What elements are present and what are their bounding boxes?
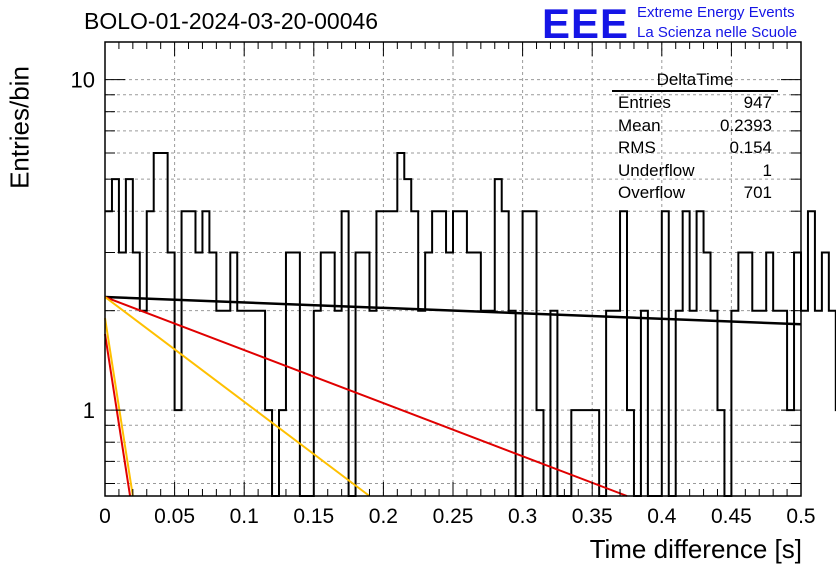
stats-row-overflow: Overflow 701 [612,182,778,205]
eee-logo: EEE [542,0,630,47]
stats-label: Overflow [618,183,686,202]
fit-curve-orange [104,317,134,497]
axis-ticks [104,42,802,496]
stats-row-rms: RMS 0.154 [612,137,778,160]
x-tick-label: 0.35 [572,505,613,528]
stats-value: 0.154 [729,138,772,157]
stats-label: Entries [618,93,671,112]
stats-title: DeltaTime [612,70,778,92]
x-tick-label: 0.05 [154,505,195,528]
x-tick-label: 0.25 [433,505,474,528]
stats-value: 0.2393 [720,115,772,135]
y-tick-label: 1 [83,398,95,423]
x-tick-label: 0.4 [647,505,677,528]
stats-label: RMS [618,138,656,157]
x-axis-label: Time difference [s] [589,534,802,564]
fit-curve-orange [104,296,371,497]
stats-label: Underflow [618,160,695,180]
x-tick-label: 0.1 [230,505,259,528]
stats-value: 947 [743,93,772,112]
x-tick-label: 0.5 [786,505,815,528]
logo-line-2: La Scienza nelle Scuole [637,24,798,41]
fit-curve-red [104,296,628,497]
stats-row-underflow: Underflow 1 [612,160,778,183]
x-tick-label: 0.15 [293,505,334,528]
chart-title: BOLO-01-2024-03-20-00046 [84,8,379,34]
stats-box: DeltaTime Entries 947 Mean 0.2393 RMS 0.… [612,70,778,205]
stats-value: 1 [762,160,772,180]
stats-label: Mean [618,115,661,135]
fit-curve-red [104,333,132,497]
histogram-outline [105,151,836,497]
x-tick-label: 0 [99,505,111,528]
logo-line-1: Extreme Energy Events [637,4,795,21]
histogram-bars [105,151,836,497]
y-tick-label: 10 [71,68,95,93]
fit-curves [104,295,802,497]
x-tick-label: 0.2 [369,505,398,528]
x-tick-label: 0.3 [508,505,537,528]
axis-tick-labels: 0 0.05 0.1 0.15 0.2 0.25 0.3 0.35 0.4 0.45 0.5 1 10 [71,68,816,528]
stats-row-mean: Mean 0.2393 [612,115,778,138]
stats-row-entries: Entries 947 [612,92,778,115]
fit-curve-black [104,295,802,326]
x-tick-label: 0.45 [711,505,752,528]
stats-value: 701 [743,183,772,202]
y-axis-label: Entries/bin [4,66,35,189]
